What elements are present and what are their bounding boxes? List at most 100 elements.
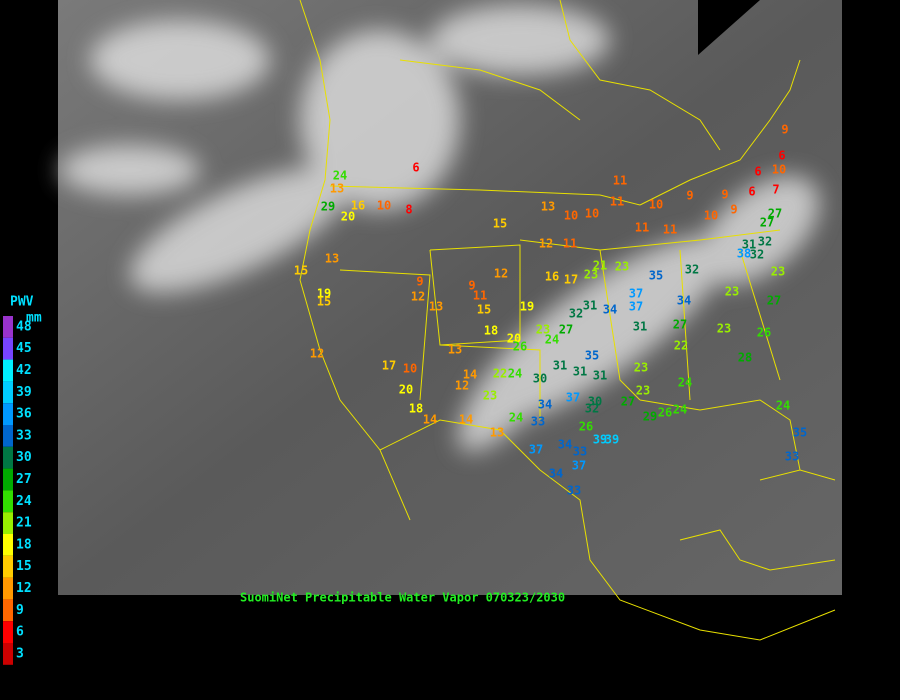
station-value: 12 [455, 379, 469, 393]
station-value: 23 [717, 322, 731, 336]
station-value: 31 [573, 365, 587, 379]
station-value: 14 [423, 413, 437, 427]
station-value: 15 [294, 264, 308, 278]
legend-swatch [3, 316, 13, 338]
station-value: 31 [553, 359, 567, 373]
station-value: 39 [605, 433, 619, 447]
station-value: 11 [613, 174, 627, 188]
station-value: 26 [579, 420, 593, 434]
station-value: 34 [677, 294, 691, 308]
station-value: 23 [584, 268, 598, 282]
station-value: 11 [635, 221, 649, 235]
station-value: 7 [772, 183, 779, 197]
station-value: 19 [520, 300, 534, 314]
station-value: 29 [321, 200, 335, 214]
legend-swatch [3, 425, 13, 447]
station-value: 32 [750, 248, 764, 262]
station-value: 9 [468, 279, 475, 293]
station-value: 6 [412, 161, 419, 175]
legend-label: 36 [16, 407, 32, 422]
station-value: 8 [405, 203, 412, 217]
station-value: 16 [545, 270, 559, 284]
station-value: 12 [310, 347, 324, 361]
station-value: 10 [585, 207, 599, 221]
no-data-area [698, 0, 760, 55]
legend-label: 6 [16, 625, 24, 640]
legend-swatch [3, 403, 13, 425]
legend-swatch [3, 446, 13, 469]
legend-swatch [3, 512, 13, 534]
station-value: 17 [382, 359, 396, 373]
station-value: 20 [507, 332, 521, 346]
legend-label: 9 [16, 603, 24, 618]
station-value: 32 [569, 307, 583, 321]
station-value: 24 [509, 411, 523, 425]
legend-swatch [3, 534, 13, 556]
station-value: 22 [674, 339, 688, 353]
legend-swatch [3, 599, 13, 622]
station-value: 28 [738, 351, 752, 365]
station-value: 13 [448, 343, 462, 357]
station-value: 34 [603, 303, 617, 317]
legend-label: 18 [16, 537, 32, 552]
station-value: 33 [531, 415, 545, 429]
station-value: 10 [564, 209, 578, 223]
station-value: 26 [757, 326, 771, 340]
legend-swatch [3, 490, 13, 513]
station-value: 13 [325, 252, 339, 266]
station-value: 35 [585, 349, 599, 363]
legend-label: 39 [16, 385, 32, 400]
station-value: 27 [768, 207, 782, 221]
station-value: 14 [459, 413, 473, 427]
station-value: 31 [583, 299, 597, 313]
station-value: 23 [536, 323, 550, 337]
legend-swatch [3, 577, 13, 600]
station-value: 24 [508, 367, 522, 381]
station-value: 27 [767, 294, 781, 308]
legend-swatch [3, 555, 13, 578]
legend-label: 27 [16, 472, 32, 487]
station-value: 24 [673, 403, 687, 417]
station-value: 37 [629, 287, 643, 301]
station-value: 23 [636, 384, 650, 398]
caption: SuomiNet Precipitable Water Vapor 070323… [240, 591, 565, 605]
station-value: 31 [593, 369, 607, 383]
borders [299, 0, 836, 641]
station-value: 11 [473, 289, 487, 303]
station-value: 34 [558, 438, 572, 452]
station-value: 34 [538, 398, 552, 412]
station-value: 33 [573, 445, 587, 459]
station-value: 31 [742, 238, 756, 252]
legend-label: 3 [16, 646, 24, 661]
station-value: 18 [484, 324, 498, 338]
station-value: 23 [725, 285, 739, 299]
station-value: 27 [559, 323, 573, 337]
station-value: 10 [403, 362, 417, 376]
station-value: 13 [429, 300, 443, 314]
station-value: 16 [351, 199, 365, 213]
station-value: 15 [317, 295, 331, 309]
station-value: 13 [541, 200, 555, 214]
station-value: 33 [567, 484, 581, 498]
station-value: 37 [572, 459, 586, 473]
clouds [60, 5, 820, 452]
station-value: 6 [748, 185, 755, 199]
legend-swatch [3, 643, 13, 665]
station-value: 35 [649, 269, 663, 283]
legend: 48 45 42 39 36 33 30 27 24 21 18 15 12 9 6 3 [3, 316, 32, 665]
station-value: 20 [341, 210, 355, 224]
station-value: 27 [673, 318, 687, 332]
station-value: 9 [686, 189, 693, 203]
station-value: 26 [658, 406, 672, 420]
station-value: 9 [730, 203, 737, 217]
station-value: 27 [760, 216, 774, 230]
legend-label: 21 [16, 516, 32, 531]
station-value: 37 [629, 300, 643, 314]
station-value: 15 [477, 303, 491, 317]
station-value: 19 [317, 287, 331, 301]
legend-label: 45 [16, 341, 32, 356]
station-value: 11 [563, 237, 577, 251]
station-value: 6 [754, 165, 761, 179]
